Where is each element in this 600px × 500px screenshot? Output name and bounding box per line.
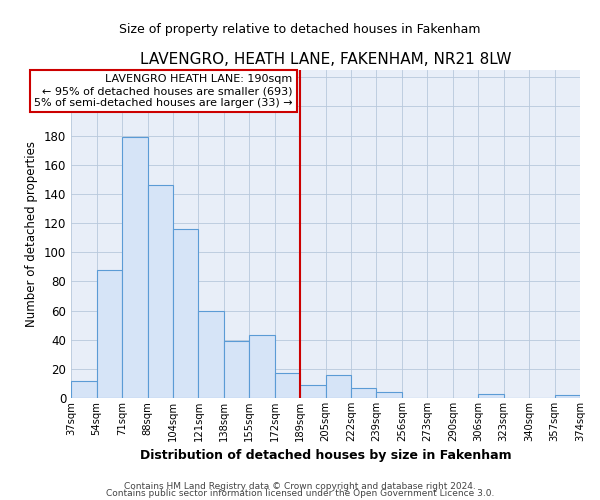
Bar (554, 395, 580, 398)
Y-axis label: Number of detached properties: Number of detached properties (25, 141, 38, 327)
Bar (326, 374, 351, 398)
Text: Size of property relative to detached houses in Fakenham: Size of property relative to detached ho… (119, 22, 481, 36)
Text: LAVENGRO HEATH LANE: 190sqm
← 95% of detached houses are smaller (693)
5% of sem: LAVENGRO HEATH LANE: 190sqm ← 95% of det… (34, 74, 293, 108)
Bar (97, 270, 122, 398)
X-axis label: Distribution of detached houses by size in Fakenham: Distribution of detached houses by size … (140, 450, 511, 462)
Bar (275, 373, 300, 398)
Bar (249, 336, 275, 398)
Bar (300, 385, 326, 398)
Bar (351, 388, 376, 398)
Bar (71, 380, 97, 398)
Text: Contains public sector information licensed under the Open Government Licence 3.: Contains public sector information licen… (106, 489, 494, 498)
Bar (173, 229, 199, 398)
Bar (199, 310, 224, 398)
Title: LAVENGRO, HEATH LANE, FAKENHAM, NR21 8LW: LAVENGRO, HEATH LANE, FAKENHAM, NR21 8LW (140, 52, 511, 68)
Text: Contains HM Land Registry data © Crown copyright and database right 2024.: Contains HM Land Registry data © Crown c… (124, 482, 476, 491)
Bar (376, 392, 402, 398)
Bar (478, 394, 503, 398)
Bar (148, 185, 173, 398)
Bar (122, 137, 148, 398)
Bar (224, 341, 249, 398)
